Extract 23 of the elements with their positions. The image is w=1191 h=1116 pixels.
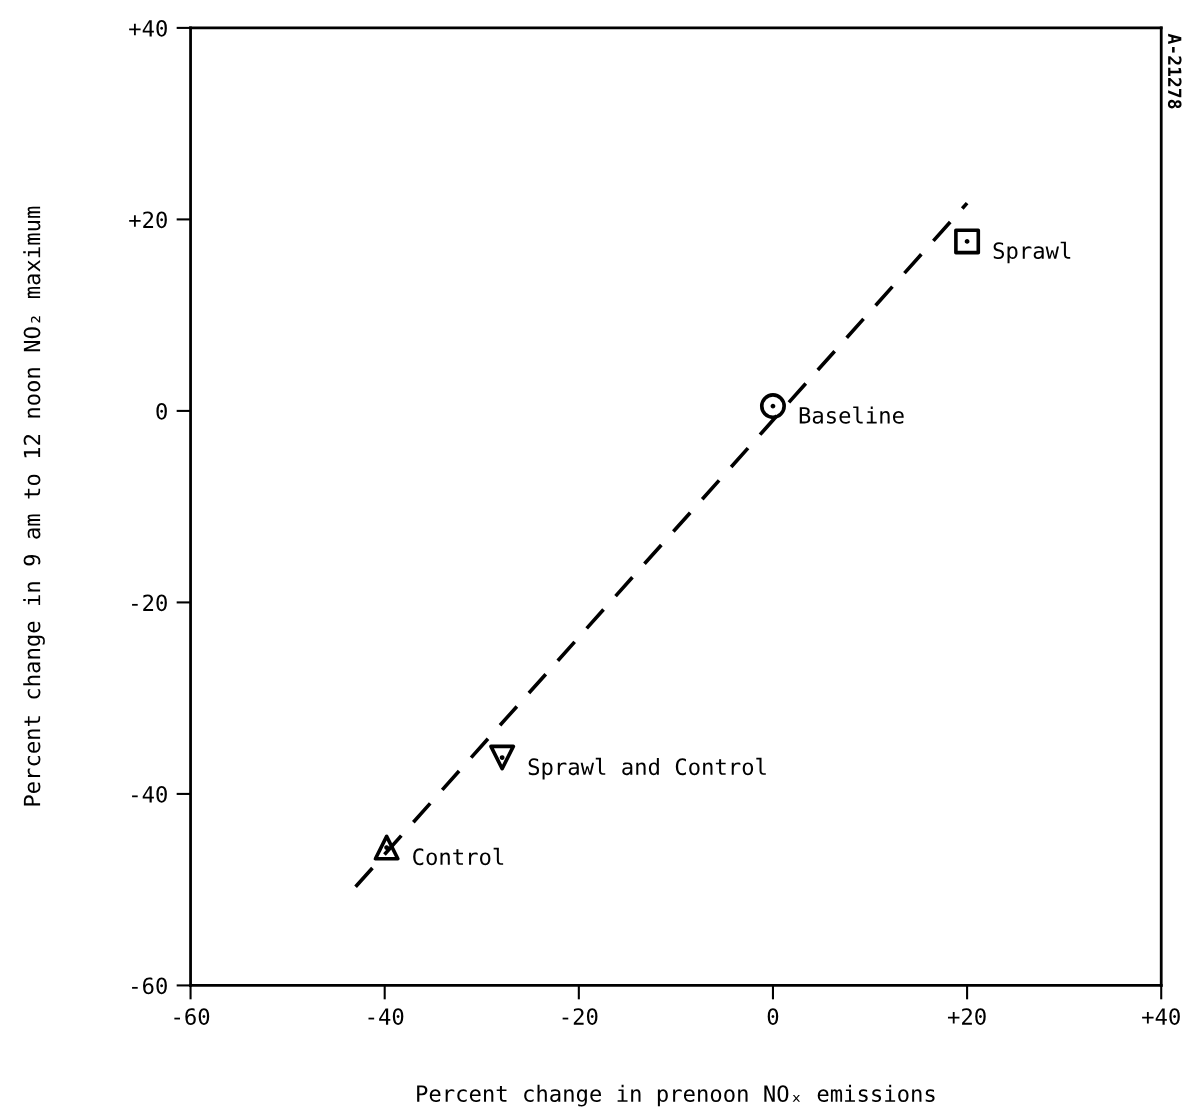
x-tick-label: -40	[368, 1008, 404, 1025]
series-label: Control	[413, 847, 504, 866]
x-tick-label: -20	[562, 1008, 598, 1025]
y-tick-label: 0	[156, 402, 167, 420]
point	[759, 393, 786, 420]
point	[373, 834, 400, 861]
x-tick-label: -60	[174, 1008, 210, 1025]
x-tick-label: +40	[1142, 1008, 1180, 1025]
point	[954, 228, 981, 255]
x-tick-label: +20	[947, 1008, 986, 1025]
point	[489, 744, 516, 771]
y-tick-label: +40	[129, 19, 167, 37]
series-label: Sprawl and Control	[528, 757, 766, 780]
y-tick-label: +20	[129, 211, 167, 229]
y-tick-label: -40	[132, 785, 167, 803]
x-axis-title: Percent change in prenoon NOₓ emissions	[417, 1084, 935, 1107]
y-tick-label: -60	[132, 977, 167, 995]
text: A-21278	[1167, 33, 1182, 109]
y-tick-label: -20	[132, 594, 167, 612]
series-label: Baseline	[799, 406, 904, 424]
x-tick-label: 0	[767, 1008, 779, 1025]
y-axis-title: Percent change in 9 am to 12 noon NO₂ maximum	[23, 206, 45, 806]
series-label: Sprawl	[993, 241, 1071, 264]
